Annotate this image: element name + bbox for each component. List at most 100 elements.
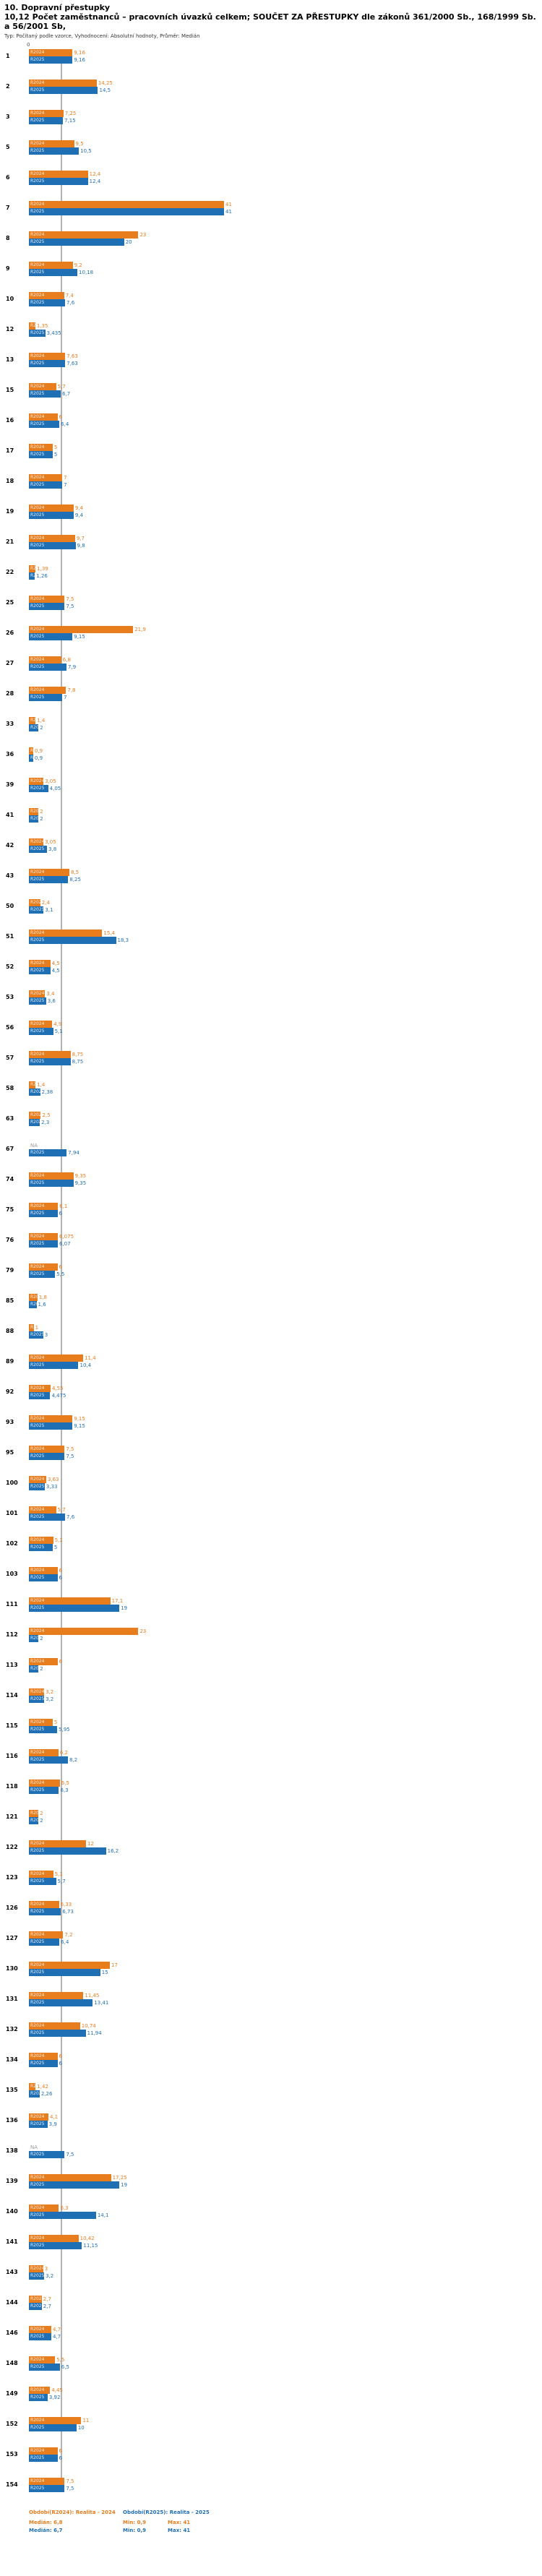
bar-line-2024: R2024 7,5 xyxy=(29,1445,542,1453)
bar-series-label-2025: R2025 xyxy=(30,1271,45,1276)
bar-value-2025: 18,3 xyxy=(117,937,129,943)
bar-line-2025: R2025 9,15 xyxy=(29,632,542,640)
bar-2024: R2024 xyxy=(29,1991,84,1999)
bar-line-2025: R2025 10,5 xyxy=(29,147,542,155)
bar-series-label-2025: R2025 xyxy=(30,2090,40,2096)
bar-series-label-2024: R2024 xyxy=(30,535,45,541)
bar-2025: R2025 xyxy=(29,1149,67,1156)
row-number: 140 xyxy=(6,2208,18,2215)
bar-value-2024: 1,35 xyxy=(36,322,48,329)
bar-2025: R2025 xyxy=(29,2120,48,2128)
bar-2024: R2024 xyxy=(29,1323,34,1331)
bar-series-label-2025: R2025 xyxy=(30,299,45,305)
chart-row: 19 R2024 9,4 R2025 9,4 xyxy=(0,504,542,519)
bar-pair: R2024 15,4 R2025 18,3 xyxy=(29,929,542,944)
row-number: 2 xyxy=(6,83,10,90)
bar-value-2024: 6,33 xyxy=(60,1901,72,1907)
bar-value-2024: 7,8 xyxy=(67,687,76,693)
bar-series-label-2025: R2025 xyxy=(30,1149,45,1155)
chart-row: 21 R2024 9,7 R2025 9,8 xyxy=(0,534,542,549)
row-number: 18 xyxy=(6,478,14,485)
bar-2025: R2025 xyxy=(29,1422,73,1430)
bar-value-2025: 6 xyxy=(59,1210,62,1216)
bar-2025: R2025 xyxy=(29,1118,40,1126)
bar-value-2025: 10,18 xyxy=(79,269,94,275)
bar-value-2025: 6,73 xyxy=(62,1908,74,1915)
bar-line-2025: R2025 41 xyxy=(29,207,542,215)
bar-line-2024: R2024 1 xyxy=(29,1323,542,1331)
bar-2024: R2024 xyxy=(29,1566,58,1574)
bar-2025: R2025 xyxy=(29,86,98,94)
bar-series-label-2025: R2025 xyxy=(30,1665,39,1671)
bar-series-label-2025: R2025 xyxy=(30,2151,45,2157)
bar-2025: R2025 xyxy=(29,1209,58,1217)
bar-series-label-2024: R2024 xyxy=(30,1628,45,1633)
bar-2024: R2024 xyxy=(29,959,51,967)
bar-line-2025: R2025 7,94 xyxy=(29,1149,542,1156)
bar-line-2025: R2025 7,6 xyxy=(29,299,542,306)
chart-row: 116 R2024 6,2 R2025 8,2 xyxy=(0,1748,542,1764)
bar-value-2025: 3,33 xyxy=(46,1483,58,1490)
bar-series-label-2025: R2025 xyxy=(30,1514,45,1519)
bar-pair: R2024 17 R2025 15 xyxy=(29,1961,542,1976)
bar-value-2025: 7,9 xyxy=(68,664,77,670)
bar-value-2024: 6 xyxy=(59,2053,62,2059)
bar-line-2025: R2025 3,33 xyxy=(29,1482,542,1490)
bar-2024: R2024 xyxy=(29,48,73,56)
chart-row: 79 R2024 6 R2025 5,5 xyxy=(0,1263,542,1278)
bar-value-2025: 9,15 xyxy=(74,633,85,640)
bar-line-2024: R2024 5,7 xyxy=(29,382,542,390)
bar-2025: R2025 xyxy=(29,2181,120,2189)
chart-row: 138 NA R2025 7,5 xyxy=(0,2144,542,2158)
bar-line-2025: R2025 3,435 xyxy=(29,329,542,337)
bar-series-label-2025: R2025 xyxy=(30,1787,45,1793)
bar-value-2025: 5 xyxy=(53,1544,58,1550)
bar-line-2024: R2024 1,4 xyxy=(29,716,542,724)
row-number: 36 xyxy=(6,751,14,758)
bar-2024: R2024 xyxy=(29,807,39,815)
bar-2024: R2024 xyxy=(29,2325,51,2333)
bar-line-2025: R2025 3,8 xyxy=(29,845,542,853)
bar-pair: R2024 3,4 R2025 3,6 xyxy=(29,989,542,1005)
row-number: 100 xyxy=(6,1480,18,1487)
row-number: 146 xyxy=(6,2330,18,2337)
bar-value-2025: 6,3 xyxy=(60,1787,69,1793)
bar-series-label-2024: R2024 xyxy=(30,231,45,237)
bar-pair: R2024 9,7 R2025 9,8 xyxy=(29,534,542,549)
bar-value-2024: 10,74 xyxy=(81,2022,96,2029)
row-number: 92 xyxy=(6,1388,14,1396)
bar-value-2025: 3,2 xyxy=(46,1696,54,1702)
chart-row: 56 R2024 4,9 R2025 5,1 xyxy=(0,1020,542,1035)
bar-value-2024: 1,39 xyxy=(37,565,48,572)
bar-2025: R2025 xyxy=(29,2090,40,2098)
bar-line-2025: R2025 9,8 xyxy=(29,541,542,549)
bar-series-label-2024: R2024 xyxy=(30,1931,45,1937)
bar-series-label-2025: R2025 xyxy=(30,117,45,123)
bar-pair: R2024 6,2 R2025 8,2 xyxy=(29,1748,542,1764)
bar-series-label-2024: R2024 xyxy=(30,1840,45,1846)
bar-2025: R2025 xyxy=(29,632,73,640)
bar-line-2025: R2025 2,26 xyxy=(29,2090,542,2098)
bar-series-label-2025: R2025 xyxy=(30,178,45,184)
bar-pair: R2024 41 R2025 41 xyxy=(29,200,542,215)
bar-line-2025: R2025 3 xyxy=(29,1331,542,1339)
bar-value-2025: 5,5 xyxy=(56,1271,65,1277)
chart-row: 148 R2024 5,5 R2025 6,5 xyxy=(0,2356,542,2371)
bar-line-2025: R2025 6,3 xyxy=(29,1786,542,1794)
chart-row: 74 R2024 9,35 R2025 9,35 xyxy=(0,1172,542,1187)
bar-pair: R2024 7,5 R2025 7,5 xyxy=(29,595,542,610)
bar-value-2024: 9,16 xyxy=(74,49,85,56)
chart-row: 50 R2024 2,4 R2025 3,1 xyxy=(0,898,542,914)
chart-row: 52 R2024 4,5 R2025 4,5 xyxy=(0,959,542,974)
bar-2025: R2025 xyxy=(29,1088,40,1096)
bar-series-label-2024: R2024 xyxy=(30,2447,45,2453)
row-number: 138 xyxy=(6,2147,18,2155)
bar-line-2025: R2025 4,7 xyxy=(29,2332,542,2340)
bar-value-2024: 1,4 xyxy=(37,717,46,724)
bar-value-2024: 8,75 xyxy=(72,1051,84,1057)
bar-value-2024: 6,1 xyxy=(59,1203,68,1209)
bar-value-2025: 7,94 xyxy=(68,1149,79,1156)
bar-series-label-2024: R2024 xyxy=(30,1051,45,1057)
bar-line-2025: R2025 12,4 xyxy=(29,177,542,185)
bar-value-2025: 8,2 xyxy=(69,1756,78,1763)
